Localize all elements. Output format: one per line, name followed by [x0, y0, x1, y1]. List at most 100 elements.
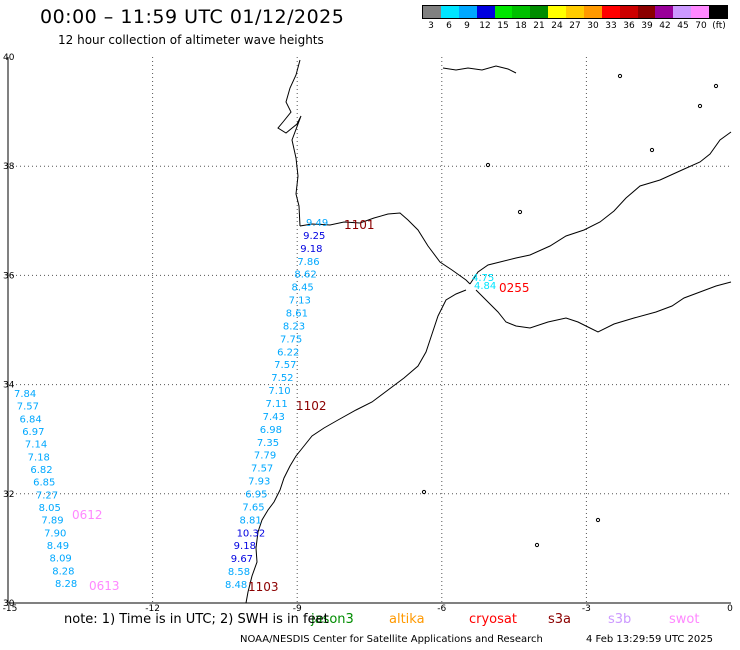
- wave-height-value: 7.35: [257, 438, 279, 449]
- lat-tick-label: 38: [3, 162, 15, 172]
- satellite-legend-item: jason3: [311, 612, 354, 627]
- island-mark: [595, 517, 601, 523]
- island-mark: [617, 73, 623, 79]
- pass-time-label: 0613: [89, 579, 120, 593]
- wave-height-points: 9.49 9.25 9.18 7.86 8.62 8.45 7.13 8.618.23 7.75…: [14, 218, 496, 591]
- pass-time-label: 1102: [296, 399, 327, 413]
- satellite-legend-item: cryosat: [469, 612, 517, 627]
- legend-label: 24: [551, 21, 563, 31]
- legend-swatch: [601, 6, 620, 18]
- legend-label: 45: [677, 21, 689, 31]
- legend-label: 42: [659, 21, 671, 31]
- legend-swatch: [530, 6, 549, 18]
- legend-label: (ft): [712, 21, 726, 31]
- legend-swatch: [655, 6, 674, 18]
- satellite-legend: jason3 altika cryosat s3a s3b swot: [0, 612, 740, 630]
- wave-height-value: 7.14: [25, 440, 47, 451]
- legend-swatch: [673, 6, 692, 18]
- wave-height-value: 7.90: [44, 528, 66, 539]
- color-legend-labels: 3 6 9 12 15 18 21 24 27 30 33 36 39 42 45 70 (ft): [422, 21, 728, 33]
- coastline-segment: [277, 59, 302, 227]
- pass-time-label: 1103: [248, 580, 279, 594]
- wave-height-value: 7.52: [271, 373, 293, 384]
- lon-tick-label: -3: [582, 604, 591, 614]
- legend-swatch: [691, 6, 709, 18]
- axis-ticks: -15 -12 -9 -6 -3 0 40 38 36 34 32 30: [3, 53, 733, 614]
- wave-height-value: 8.05: [39, 503, 61, 514]
- legend-label: 9: [464, 21, 470, 31]
- legend-swatch: [458, 6, 477, 18]
- legend-label: 30: [587, 21, 599, 31]
- wave-height-value: 8.62: [294, 270, 316, 281]
- pass-time-label: 1101: [344, 218, 375, 232]
- legend-swatch: [566, 6, 584, 18]
- wave-height-value: 7.18: [28, 452, 50, 463]
- wave-height-value: 7.13: [289, 296, 311, 307]
- footer-timestamp: 4 Feb 13:29:59 UTC 2025: [586, 634, 713, 645]
- wave-height-value: 9.49: [306, 218, 328, 229]
- lon-tick-label: -9: [293, 604, 302, 614]
- legend-swatch: [583, 6, 602, 18]
- coastline-segment: [299, 212, 471, 285]
- legend-swatch: [548, 6, 566, 18]
- wave-height-value: 7.57: [17, 402, 39, 413]
- pass-time-label: 0255: [499, 281, 530, 295]
- satellite-legend-item: altika: [389, 612, 425, 627]
- lon-tick-label: -15: [3, 604, 18, 614]
- wave-height-value: 8.09: [50, 554, 72, 565]
- legend-label: 15: [497, 21, 509, 31]
- legend-label: 36: [623, 21, 635, 31]
- island-mark: [517, 209, 523, 215]
- lon-tick-label: -12: [145, 604, 160, 614]
- legend-label: 39: [641, 21, 653, 31]
- pass-time-labels: 1101 0255 1102 0612 0613 1103: [72, 218, 530, 594]
- island-mark: [713, 83, 719, 89]
- legend-label: 70: [695, 21, 707, 31]
- wave-height-value: 8.28: [52, 566, 74, 577]
- wave-height-value: 6.85: [33, 478, 55, 489]
- wave-height-value: 6.82: [30, 465, 52, 476]
- legend-swatch: [440, 6, 459, 18]
- island-mark: [534, 542, 540, 548]
- wave-height-value: 7.27: [36, 490, 58, 501]
- wave-height-value: 6.84: [19, 414, 41, 425]
- lat-tick-label: 36: [3, 271, 15, 281]
- legend-label: 21: [533, 21, 545, 31]
- wave-height-value: 9.18: [234, 541, 256, 552]
- map-subtitle: 12 hour collection of altimeter wave hei…: [58, 33, 324, 47]
- wave-height-value: 6.97: [22, 427, 44, 438]
- island-mark: [649, 147, 655, 153]
- legend-label: 12: [479, 21, 491, 31]
- wave-height-value: 9.18: [300, 244, 322, 255]
- lat-tick-label: 30: [3, 599, 15, 609]
- wave-height-value: 6.98: [260, 425, 282, 436]
- legend-label: 18: [515, 21, 527, 31]
- legend-swatch: [512, 6, 531, 18]
- footer-note: note: 1) Time is in UTC; 2) SWH is in fe…: [64, 612, 329, 627]
- satellite-legend-item: swot: [669, 612, 700, 627]
- wave-height-value: 6.22: [277, 347, 299, 358]
- legend-swatch: [637, 6, 656, 18]
- island-mark: [485, 162, 491, 168]
- wave-height-value: 8.45: [292, 283, 314, 294]
- map-grid: [7, 57, 731, 604]
- legend-label: 3: [428, 21, 434, 31]
- wave-height-value: 7.86: [297, 257, 319, 268]
- island-mark: [697, 103, 703, 109]
- island-mark: [421, 489, 427, 495]
- wave-height-value: 8.23: [283, 321, 305, 332]
- wave-height-value: 7.43: [263, 412, 285, 423]
- wave-height-value: 8.28: [55, 579, 77, 590]
- wave-height-value: 7.75: [280, 334, 302, 345]
- coastline-segment: [245, 289, 467, 604]
- wave-height-value: 7.57: [251, 464, 273, 475]
- pass-time-label: 0612: [72, 508, 103, 522]
- wave-height-value: 7.84: [14, 389, 36, 400]
- satellite-legend-item: s3b: [608, 612, 632, 627]
- wave-height-value: 4.75: [472, 273, 494, 284]
- wave-height-value: 8.81: [239, 515, 261, 526]
- wave-height-value: 6.95: [245, 490, 267, 501]
- coastline-segment: [442, 65, 517, 74]
- lon-tick-label: -6: [437, 604, 446, 614]
